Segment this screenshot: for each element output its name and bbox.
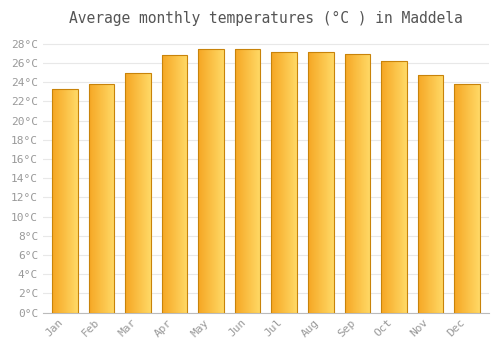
Bar: [235, 49, 260, 313]
Bar: [308, 52, 334, 313]
Bar: [454, 84, 480, 313]
Bar: [52, 89, 78, 313]
Bar: [125, 73, 151, 313]
Bar: [88, 84, 114, 313]
Bar: [272, 52, 297, 313]
Title: Average monthly temperatures (°C ) in Maddela: Average monthly temperatures (°C ) in Ma…: [69, 11, 463, 26]
Bar: [344, 54, 370, 313]
Bar: [162, 55, 188, 313]
Bar: [418, 75, 443, 313]
Bar: [198, 49, 224, 313]
Bar: [381, 61, 406, 313]
